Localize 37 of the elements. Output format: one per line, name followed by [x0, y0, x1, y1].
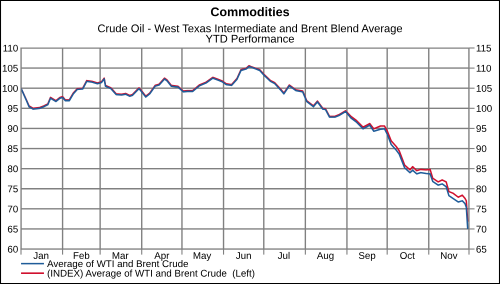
x-tick-label: May — [194, 252, 212, 261]
x-tick-label: Jan — [33, 252, 48, 259]
y-tick-label: 85 — [8, 145, 18, 152]
chart-subtitle: Crude Oil - West Texas Intermediate and Brent Blend Average YTD Performance — [98, 24, 402, 43]
y-tick-label: 105 — [2, 64, 18, 72]
x-tick-label: Aug — [316, 252, 334, 261]
y-tick-label: 90 — [8, 125, 18, 132]
legend-label: Average of WTI and Brent Crude — [47, 260, 188, 270]
x-tick-label: Jul — [278, 252, 290, 259]
x-tick-label: Apr — [154, 252, 170, 261]
y2-tick-label: 115 — [476, 44, 492, 52]
y-tick-label: 65 — [8, 226, 18, 233]
legend-label: (INDEX) Average of WTI and Brent Crude (Left) — [48, 270, 254, 279]
y-tick-label: 60 — [8, 246, 18, 253]
y2-tick-label: 85 — [476, 165, 486, 172]
y-tick-label: 75 — [8, 186, 18, 192]
y2-tick-label: 95 — [476, 125, 486, 132]
chart-title: Commodities — [210, 7, 290, 16]
y-tick-label: 95 — [8, 105, 18, 112]
x-tick-label: Oct — [400, 252, 415, 259]
y2-tick-label: 75 — [476, 206, 486, 212]
y2-tick-label: 110 — [476, 64, 492, 72]
y2-tick-label: 80 — [476, 185, 486, 192]
x-tick-label: Feb — [74, 252, 90, 259]
y-tick-label: 110 — [3, 44, 18, 52]
x-tick-label: Sep — [358, 252, 376, 261]
y2-tick-label: 65 — [476, 246, 486, 253]
x-tick-label: Mar — [112, 252, 128, 259]
y-tick-label: 100 — [2, 84, 18, 92]
x-tick-label: Jun — [236, 252, 251, 259]
y2-tick-label: 105 — [476, 84, 492, 92]
y2-tick-label: 90 — [476, 145, 486, 152]
y2-tick-label: 100 — [476, 105, 492, 112]
x-tick-label: Nov — [441, 252, 458, 259]
y2-tick-label: 70 — [476, 226, 486, 233]
y-tick-label: 70 — [8, 206, 18, 212]
y-tick-label: 80 — [8, 165, 18, 172]
